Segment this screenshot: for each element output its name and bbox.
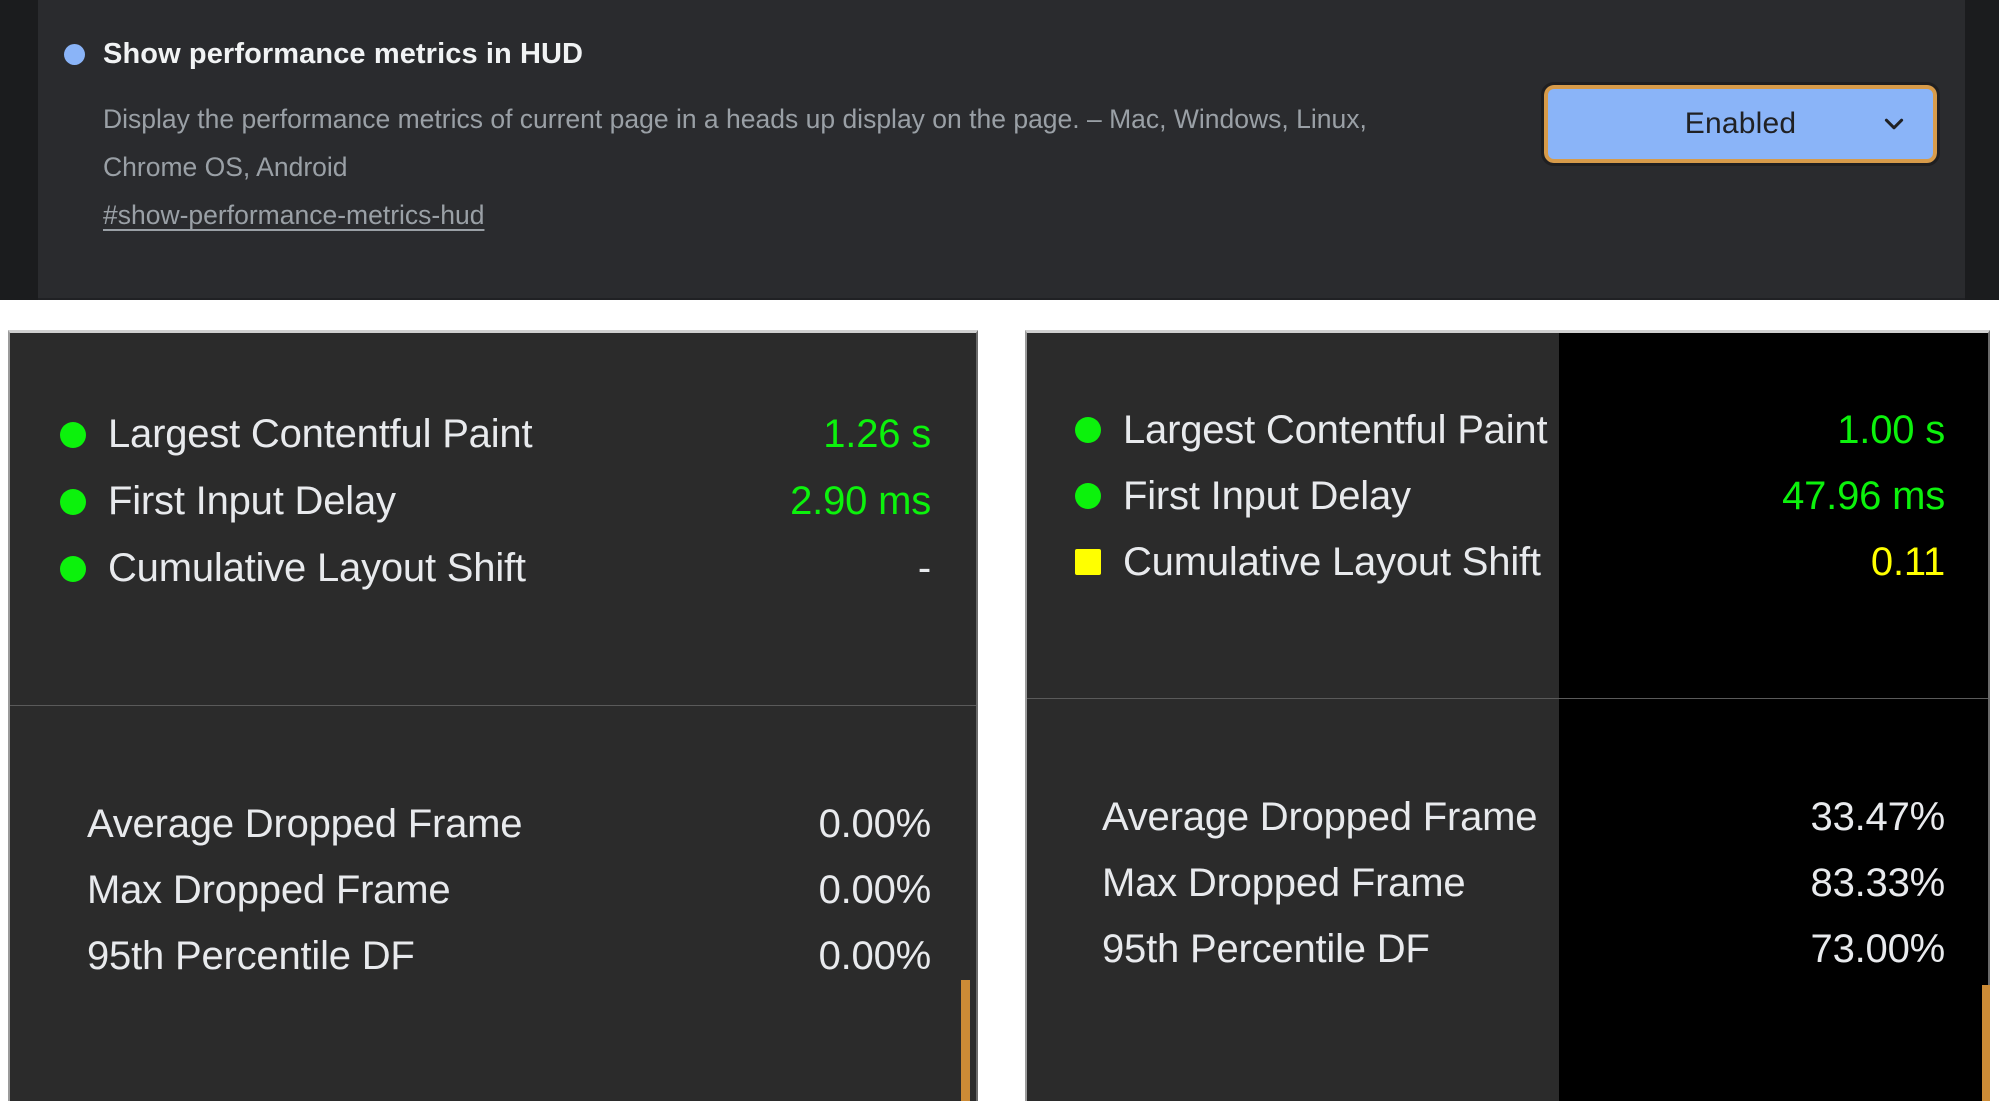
metric-value: 1.26 s (823, 412, 931, 456)
metric-value: - (917, 546, 931, 590)
green-circle-icon (1075, 417, 1101, 443)
page-gap-band (0, 300, 1999, 330)
blue-dot-icon (64, 44, 85, 65)
experiment-card: Show performance metrics in HUD Display … (38, 0, 1965, 298)
green-circle-icon (60, 555, 86, 582)
experiment-state-select-wrapper: Enabled (1541, 82, 1940, 166)
metric-value: 0.00% (818, 867, 932, 912)
black-page-background (1559, 333, 1988, 1101)
experiment-description: Display the performance metrics of curre… (103, 104, 1367, 182)
metric-row: Cumulative Layout Shift - (60, 535, 931, 602)
metric-row: Largest Contentful Paint 1.26 s (60, 401, 931, 468)
metric-label: Average Dropped Frame (87, 801, 523, 846)
metric-row: Average Dropped Frame 33.47% (1102, 784, 1945, 850)
experiment-state-select[interactable]: Enabled (1541, 82, 1940, 166)
hud-section-divider (1027, 698, 1988, 699)
frame-metrics-section-right: Average Dropped Frame 33.47% Max Dropped… (1027, 699, 1988, 982)
experiment-title-row: Show performance metrics in HUD (64, 38, 583, 71)
focus-ring-sliver-left (961, 980, 970, 1101)
metric-row: Max Dropped Frame 0.00% (87, 857, 931, 923)
metric-label: First Input Delay (1123, 473, 1411, 518)
section-spacer (1075, 595, 1945, 698)
green-circle-icon (60, 421, 86, 448)
metric-label: 95th Percentile DF (1102, 926, 1430, 971)
frame-metrics-section-left: Average Dropped Frame 0.00% Max Dropped … (10, 706, 976, 989)
metric-value: 1.00 s (1837, 407, 1945, 452)
experiment-state-value: Enabled (1684, 107, 1797, 140)
green-circle-icon (60, 488, 86, 515)
metric-value: 73.00% (1810, 926, 1946, 971)
core-web-vitals-section-right: Largest Contentful Paint 1.00 s First In… (1027, 333, 1988, 698)
metric-row: Largest Contentful Paint 1.00 s (1075, 397, 1945, 463)
experiment-anchor-link[interactable]: #show-performance-metrics-hud (103, 200, 485, 230)
core-web-vitals-section-left: Largest Contentful Paint 1.26 s First In… (10, 333, 976, 705)
metric-value: 47.96 ms (1782, 473, 1945, 518)
metric-value: 0.11 (1870, 539, 1945, 584)
page-gutter-left (0, 0, 38, 300)
metric-label: Cumulative Layout Shift (108, 546, 526, 590)
metric-row: 95th Percentile DF 73.00% (1102, 916, 1945, 982)
metric-value: 33.47% (1810, 794, 1946, 839)
page-gutter-right (1965, 0, 1999, 300)
section-spacer (60, 602, 931, 705)
metric-label: Largest Contentful Paint (1123, 407, 1548, 452)
metric-value: 2.90 ms (790, 479, 931, 523)
metric-row: Average Dropped Frame 0.00% (87, 791, 931, 857)
green-circle-icon (1075, 483, 1101, 509)
metric-label: 95th Percentile DF (87, 933, 415, 978)
yellow-square-icon (1075, 549, 1101, 575)
metric-value: 0.00% (818, 801, 932, 846)
metric-row: Cumulative Layout Shift 0.11 (1075, 529, 1945, 595)
metric-value: 83.33% (1810, 860, 1946, 905)
metric-row: 95th Percentile DF 0.00% (87, 923, 931, 989)
performance-hud-left: Largest Contentful Paint 1.26 s First In… (8, 330, 978, 1101)
metric-label: Largest Contentful Paint (108, 412, 533, 456)
metric-label: Average Dropped Frame (1102, 794, 1538, 839)
metric-row: First Input Delay 2.90 ms (60, 468, 931, 535)
performance-hud-right: Largest Contentful Paint 1.00 s First In… (1025, 330, 1990, 1101)
metric-row: First Input Delay 47.96 ms (1075, 463, 1945, 529)
hud-section-divider (10, 705, 976, 706)
metric-value: 0.00% (818, 933, 932, 978)
experiment-title: Show performance metrics in HUD (103, 38, 584, 70)
flags-page-background: Show performance metrics in HUD Display … (0, 0, 1999, 300)
metric-row: Max Dropped Frame 83.33% (1102, 850, 1945, 916)
metric-label: Max Dropped Frame (87, 867, 451, 912)
metric-label: First Input Delay (108, 479, 396, 523)
metric-label: Cumulative Layout Shift (1123, 539, 1541, 584)
metric-label: Max Dropped Frame (1102, 860, 1466, 905)
focus-ring-sliver-right (1982, 985, 1990, 1101)
chevron-down-icon (1881, 111, 1907, 137)
